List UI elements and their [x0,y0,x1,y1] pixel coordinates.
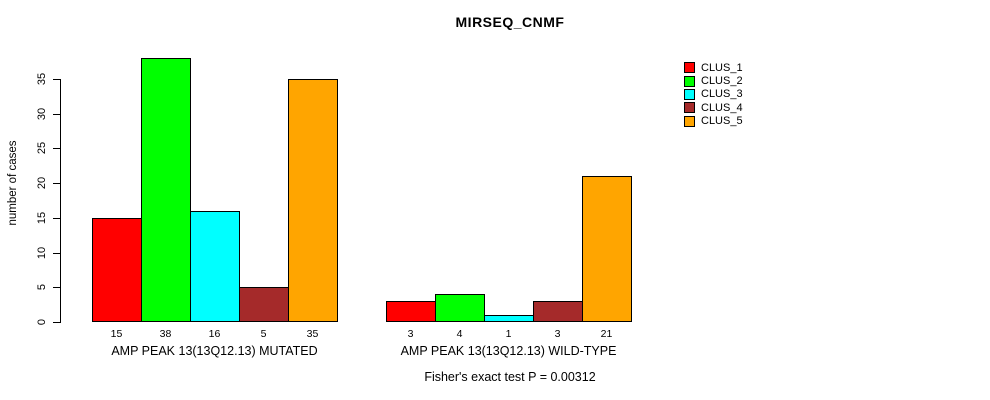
y-axis-line [60,79,61,323]
legend-item-clus_5: CLUS_5 [684,115,743,128]
bar-value-label: 38 [159,328,172,340]
chart-title: MIRSEQ_CNMF [455,14,565,30]
legend: CLUS_1 CLUS_2 CLUS_3 CLUS_4 CLUS_5 [684,61,743,128]
legend-item-clus_4: CLUS_4 [684,101,743,114]
y-axis-tick [53,79,60,80]
legend-item-clus_3: CLUS_3 [684,88,743,101]
bar-clus_2-group1 [141,58,191,322]
y-axis-tick-label: 20 [36,176,48,190]
legend-label: CLUS_1 [701,61,743,74]
legend-label: CLUS_2 [701,75,743,88]
legend-label: CLUS_5 [701,115,743,128]
group-label: AMP PEAK 13(13Q12.13) WILD-TYPE [400,344,617,358]
legend-swatch-icon [684,62,695,74]
bar-clus_2-group2 [435,294,485,322]
legend-item-clus_2: CLUS_2 [684,74,743,87]
bar-clus_3-group2 [484,315,534,322]
y-axis-tick-label: 0 [36,318,48,326]
y-axis-tick [53,253,60,254]
y-axis-tick-label: 15 [36,211,48,225]
y-axis-tick-label: 30 [36,107,48,121]
group-label: AMP PEAK 13(13Q12.13) MUTATED [111,344,318,358]
legend-label: CLUS_4 [701,101,743,114]
legend-swatch-icon [684,115,695,127]
y-axis-tick [53,148,60,149]
bar-value-label: 21 [600,328,613,340]
bar-value-label: 15 [110,328,123,340]
legend-swatch-icon [684,88,695,100]
bar-clus_4-group1 [239,287,289,322]
bar-value-label: 16 [208,328,221,340]
y-axis-tick-label: 5 [36,283,48,291]
bar-value-label: 5 [260,328,267,340]
legend-swatch-icon [684,102,695,114]
bar-clus_4-group2 [533,301,583,322]
bar-value-label: 3 [554,328,561,340]
bar-value-label: 3 [407,328,414,340]
bar-value-label: 35 [306,328,319,340]
bar-clus_5-group1 [288,79,338,322]
bar-value-label: 4 [456,328,463,340]
y-axis-tick [53,218,60,219]
y-axis-tick-label: 10 [36,246,48,260]
y-axis-tick [53,287,60,288]
y-axis-tick-label: 25 [36,141,48,155]
legend-label: CLUS_3 [701,88,743,101]
bar-clus_3-group1 [190,211,240,322]
legend-item-clus_1: CLUS_1 [684,61,743,74]
bar-value-label: 1 [505,328,512,340]
y-axis-tick [53,114,60,115]
fisher-test-annotation: Fisher's exact test P = 0.00312 [424,370,596,384]
y-axis-tick-label: 35 [36,72,48,86]
y-axis-tick [53,322,60,323]
bar-clus_5-group2 [582,176,632,322]
legend-swatch-icon [684,75,695,87]
y-axis-label: number of cases [7,140,19,226]
bar-clus_1-group1 [92,218,142,322]
y-axis-tick [53,183,60,184]
bar-clus_1-group2 [386,301,436,322]
